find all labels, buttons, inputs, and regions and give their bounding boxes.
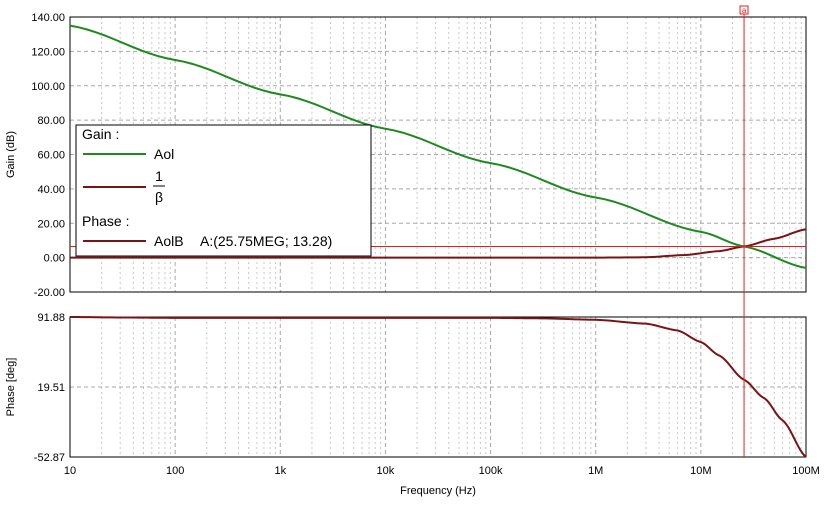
phase-series (69, 316, 807, 458)
x-tick-label: 1k (274, 465, 286, 477)
legend-box (75, 124, 372, 257)
y-tick-label: 40.00 (37, 184, 65, 196)
legend-label-inverse-beta-numerator: 1 (155, 168, 163, 184)
x-axis-label: Frequency (Hz) (400, 485, 476, 497)
legend-phase-heading: Phase : (82, 213, 129, 229)
y-tick-label: 80.00 (37, 115, 65, 127)
x-tick-labels: 10 100 1k 10k 100k 1M 10M 100M (64, 465, 820, 477)
legend-label-aol: Aol (154, 146, 174, 162)
legend: Gain : Aol 1 β Phase : AolB A:(25.75MEG;… (75, 124, 372, 257)
x-tick-label: 10k (377, 465, 395, 477)
y-tick-label: 91.88 (37, 312, 65, 324)
y-tick-label: 20.00 (37, 218, 65, 230)
phase-y-ticks: 91.88 19.51 -52.87 (34, 312, 65, 464)
legend-gain-heading: Gain : (82, 126, 119, 142)
gain-y-axis-label: Gain (dB) (5, 131, 17, 178)
y-tick-label: 19.51 (37, 382, 65, 394)
series-line-inverse-beta (70, 228, 807, 259)
y-tick-label: 60.00 (37, 150, 65, 162)
y-tick-label: -20.00 (34, 287, 65, 299)
legend-label-inverse-beta-denominator: β (155, 189, 163, 205)
y-tick-label: 0.00 (44, 253, 65, 265)
series-line-aol (69, 24, 807, 269)
x-tick-label: 10M (690, 465, 711, 477)
x-tick-label: 100k (479, 465, 503, 477)
y-tick-label: 100.00 (31, 81, 65, 93)
y-tick-label: -52.87 (34, 452, 65, 464)
y-tick-label: 120.00 (31, 46, 65, 58)
phase-grid (70, 317, 806, 457)
gain-series (69, 24, 807, 269)
gain-y-ticks: 140.00 120.00 100.00 80.00 60.00 40.00 20.00 0.… (31, 12, 65, 299)
x-tick-label: 10 (64, 465, 76, 477)
cursor-handle[interactable] (739, 5, 749, 15)
cursor-handle-label: a (742, 6, 747, 15)
x-tick-label: 100M (792, 465, 820, 477)
cursor-readout: A:(25.75MEG; 13.28) (200, 233, 332, 249)
x-tick-label: 1M (588, 465, 603, 477)
y-tick-label: 140.00 (31, 12, 65, 24)
phase-y-axis-label: Phase [deg] (5, 358, 17, 417)
series-line-aolb-phase (69, 316, 807, 458)
gain-frame (69, 16, 807, 293)
x-tick-label: 100 (166, 465, 184, 477)
legend-label-aolb: AolB (154, 233, 184, 249)
